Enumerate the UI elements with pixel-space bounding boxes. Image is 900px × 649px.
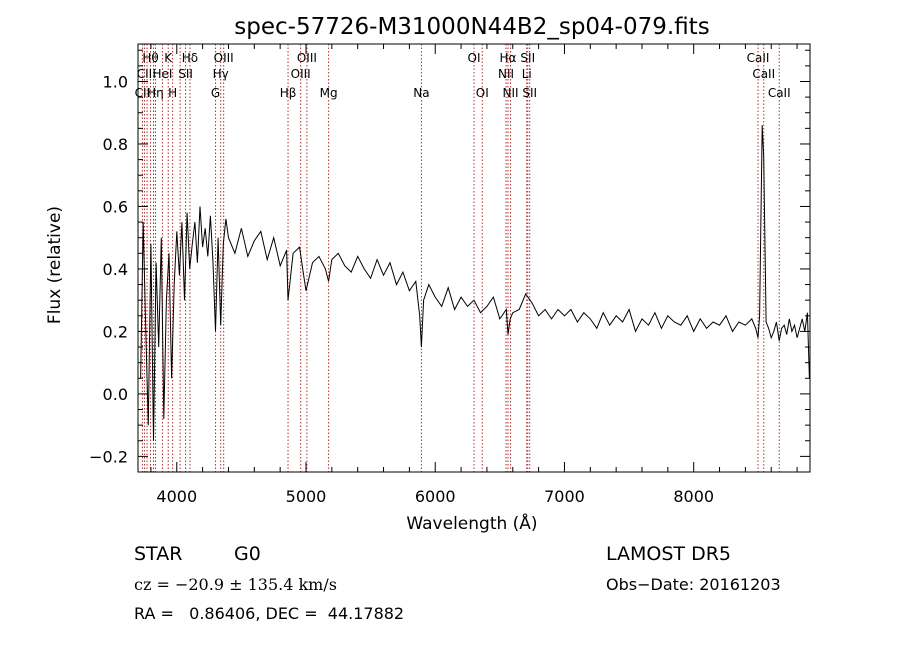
line-marker-label: Hγ	[213, 67, 229, 81]
line-markers	[141, 44, 780, 472]
line-marker-label: SII	[520, 51, 535, 65]
line-marker-label: Hα	[500, 51, 517, 65]
y-tick-label: 0.6	[103, 197, 128, 216]
x-tick-label: 4000	[156, 487, 197, 506]
line-marker-label: OIII	[214, 51, 234, 65]
y-tick-label: 1.0	[103, 72, 128, 91]
y-tick-label: 0.2	[103, 322, 128, 341]
object-class: STAR	[134, 543, 182, 565]
x-tick-label: 6000	[415, 487, 456, 506]
line-marker-label: SII	[178, 67, 193, 81]
line-marker-label: Li	[522, 67, 532, 81]
chart-title: spec-57726-M31000N44B2_sp04-079.fits	[234, 14, 709, 40]
line-marker-label: CII	[137, 67, 152, 81]
x-tick-label: 5000	[286, 487, 327, 506]
line-marker-label: CII	[135, 86, 150, 100]
y-axis-label: Flux (relative)	[45, 206, 65, 324]
line-marker-label: CaII	[747, 51, 770, 65]
line-marker-label: Hθ	[142, 51, 158, 65]
observation-date: Obs−Date: 20161203	[606, 575, 781, 594]
x-axis-label: Wavelength (Å)	[406, 512, 537, 534]
line-marker-label: Hη	[147, 86, 164, 100]
spectrum-line	[140, 125, 810, 441]
line-marker-label: OI	[476, 86, 489, 100]
line-marker-label: Na	[413, 86, 429, 100]
line-marker-label: NII	[498, 67, 514, 81]
survey-name: LAMOST DR5	[606, 543, 731, 565]
y-tick-label: 0.4	[103, 260, 128, 279]
plot-frame	[137, 43, 811, 473]
y-axis: −0.2 0.0 0.2 0.4 0.6 0.8 1.0	[89, 49, 810, 473]
line-marker-label: Mg	[320, 86, 338, 100]
line-marker-label: K	[164, 51, 173, 65]
object-subclass: G0	[234, 543, 261, 565]
sky-coordinates: RA = 0.86406, DEC = 44.17882	[134, 604, 404, 623]
line-marker-label: NII	[503, 86, 519, 100]
line-marker-label: CaII	[768, 86, 791, 100]
x-tick-label: 7000	[544, 487, 585, 506]
line-marker-label: OIII	[291, 67, 311, 81]
line-marker-label: SII	[522, 86, 537, 100]
line-marker-label: Hβ	[280, 86, 297, 100]
redshift-velocity: cz = −20.9 ± 135.4 km/s	[134, 575, 337, 594]
line-marker-label: H	[168, 86, 177, 100]
y-tick-label: 0.8	[103, 135, 128, 154]
line-marker-label: OIII	[297, 51, 317, 65]
line-marker-label: CaII	[752, 67, 775, 81]
x-tick-label: 8000	[673, 487, 714, 506]
x-axis: 4000 5000 6000 7000 8000	[150, 44, 798, 506]
line-marker-label: Hδ	[182, 51, 198, 65]
line-marker-label: HeI	[152, 67, 172, 81]
line-marker-label: G	[211, 86, 220, 100]
y-tick-label: 0.0	[103, 385, 128, 404]
line-marker-label: OI	[468, 51, 481, 65]
y-tick-label: −0.2	[89, 447, 128, 466]
